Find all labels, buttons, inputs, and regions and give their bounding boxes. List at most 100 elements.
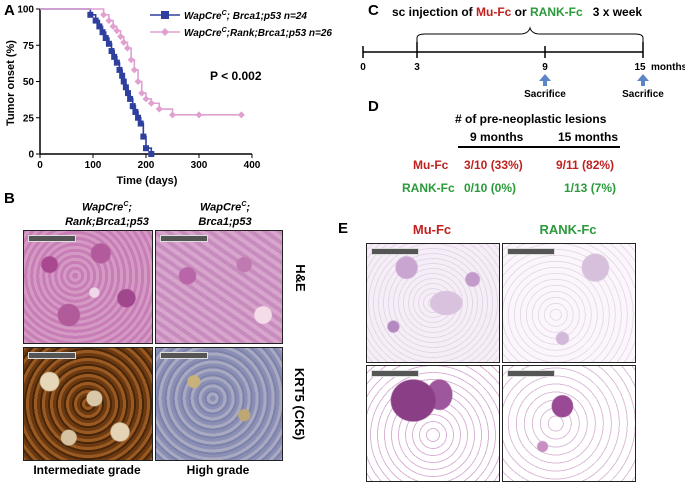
legend-2-sup: C [222,27,228,34]
rank-fc-high-mag-image [502,365,636,482]
panel-c-title: sc injection of Mu-Fc or RANK-Fc 3 x wee… [392,5,642,19]
series-2-point [147,99,155,107]
krt5-rank-image [23,347,153,461]
y-tick-label: 75 [23,41,35,52]
legend-1-rest: ; Brca1;p53 n=24 [227,11,308,22]
series-2-point [100,11,108,19]
series-1-point [105,40,112,47]
col1-sup: C [123,201,129,208]
series-2-point [117,33,125,41]
scale-bar [507,370,555,377]
col2-line1-end: ; [246,201,251,214]
col1-line2: Rank;Brca1;p53 [65,215,149,228]
series-1-point [99,29,106,36]
label-intermediate-grade: Intermediate grade [33,463,141,477]
series-1-point [102,35,109,41]
tick-3: 3 [414,62,420,73]
title-post: 3 x week [592,5,643,19]
series-1-point [96,23,103,30]
row-label-krt5: KRT5 (CK5) [292,367,307,441]
series-1-point [119,72,126,79]
tick-15: 15 [634,62,646,73]
panel-letter-e: E [338,220,349,237]
panel-e-col-rank-fc: RANK-Fc [539,222,597,237]
col2-sup: C [241,201,247,208]
timeline-unit: months [651,62,685,73]
legend-1-main: WapCre [184,11,222,22]
tick-0: 0 [360,62,366,73]
series-1-point [87,11,94,18]
series-1-point [116,66,123,73]
panel-letter-d: D [368,98,379,115]
panel-d-title: # of pre-neoplastic lesions [455,112,607,126]
scale-bar [160,352,208,359]
legend-2-rest: ;Rank;Brca1;p53 n=26 [227,28,333,39]
p-value-annotation: P < 0.002 [210,69,262,83]
x-axis-label: Time (days) [117,175,178,187]
svg-text:WapCreC; Brca1;p53 n=24: WapCreC; Brca1;p53 n=24 [184,10,307,22]
series-2-point [195,111,203,119]
series-line-2 [40,8,242,116]
svg-text:WapCreC;Rank;Brca1;p53 n=26: WapCreC;Rank;Brca1;p53 n=26 [184,27,332,39]
col1-line1-end: ; [128,201,133,214]
row-mu-fc-label: Mu-Fc [413,158,449,172]
series-2-point [105,17,113,25]
col2-line1: WapCre [199,201,242,214]
chart-axes: 0 100 200 300 400 0 25 50 75 100 [17,5,260,172]
scale-bar [507,248,555,255]
y-tick-label: 50 [23,77,35,88]
arrow-up-icon [539,74,551,86]
he-rank-image [23,230,153,344]
mu-fc-low-mag-image [366,243,500,363]
series-1-point [124,90,131,97]
y-tick-label: 100 [17,5,34,16]
row-rank-fc-label: RANK-Fc [402,181,455,195]
mu-fc-high-mag-image [366,365,500,482]
panel-b-col2-header: WapCreC; Brca1;p53 [170,198,280,229]
brace [416,26,644,44]
tick-9: 9 [542,62,548,73]
series-2-point [138,89,146,97]
x-tick-label: 300 [191,160,208,171]
panel-letter-a: A [4,2,15,19]
series-1-point [135,114,142,121]
series-1-point [137,120,144,127]
series-1-point [129,103,136,110]
series-1-point [148,151,155,157]
legend-item-2: WapCreC;Rank;Brca1;p53 n=26 [150,27,332,39]
col2-line2: Brca1;p53 [198,215,252,228]
panel-d-rule [458,146,620,148]
series-2-point [237,111,245,119]
series-2-point [127,56,135,64]
y-tick-label: 0 [28,150,34,161]
legend: WapCreC; Brca1;p53 n=24 WapCreC;Rank;Brc… [150,10,332,39]
panel-letter-c: C [368,2,379,19]
series-2-point [113,27,121,35]
x-tick-label: 200 [138,160,155,171]
series-1-point [111,53,118,60]
series-2-point [109,22,117,30]
title-mid: or [511,5,531,19]
scale-bar [371,248,419,255]
chart-series [40,8,245,157]
series-1-point [143,145,149,152]
panel-b-col1-header: WapCreC; Rank;Brca1;p53 [52,198,162,229]
series-1-point [108,48,115,55]
row-label-he: H&E [293,264,308,292]
scale-bar [28,235,76,242]
label-high-grade: High grade [186,463,250,477]
series-2-point [123,44,131,52]
scale-bar [371,370,419,377]
legend-2-main: WapCre [184,28,222,39]
row-mu-fc-9: 3/10 (33%) [464,158,523,172]
series-1-point [122,84,129,91]
timeline: 0 3 9 15 months Sacrifice Sacrifice [360,26,685,100]
series-1-point [120,78,127,85]
scale-bar [160,235,208,242]
title-pre: sc injection of [392,5,477,19]
panel-d-col-15: 15 months [558,130,619,144]
series-1-point [92,17,99,24]
title-rank-fc: RANK-Fc [530,5,583,19]
panel-e-col-mu-fc: Mu-Fc [412,222,452,237]
